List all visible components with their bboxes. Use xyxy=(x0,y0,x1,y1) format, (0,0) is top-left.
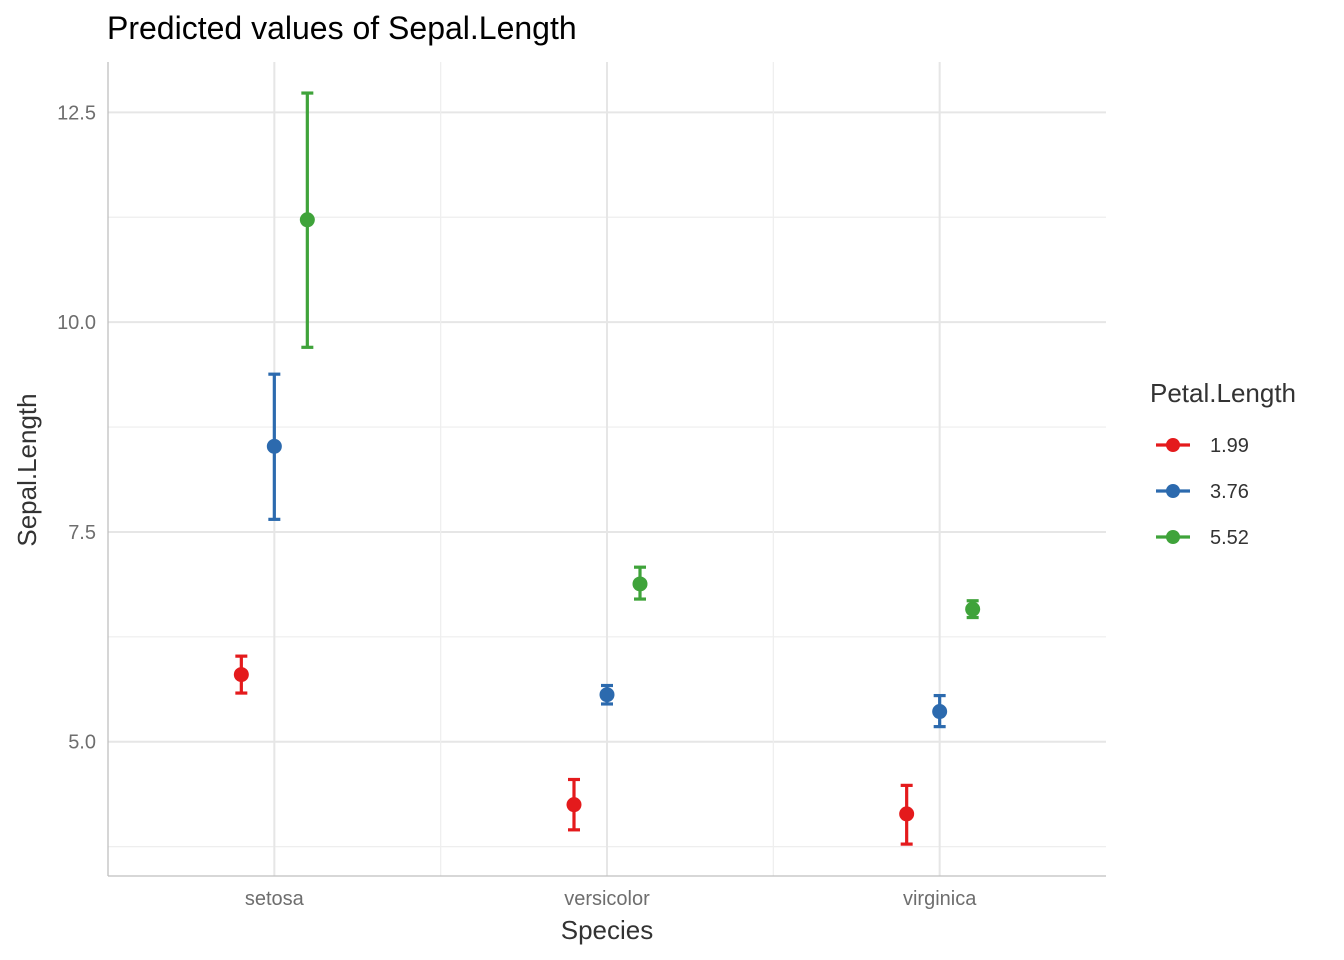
x-axis-title: Species xyxy=(561,915,654,945)
y-tick-label: 5.0 xyxy=(68,732,96,754)
legend-key-point xyxy=(1166,438,1180,452)
legend-label: 3.76 xyxy=(1210,481,1249,503)
y-tick-label: 7.5 xyxy=(68,522,96,544)
legend-item: 3.76 xyxy=(1156,481,1249,503)
legend: Petal.Length 1.99 3.76 5.52 xyxy=(1150,378,1296,549)
y-tick-label: 10.0 xyxy=(57,312,96,334)
data-point xyxy=(266,438,282,454)
x-axis-ticks: setosa versicolor virginica xyxy=(245,888,977,910)
y-axis-title: Sepal.Length xyxy=(12,393,42,546)
data-point xyxy=(566,797,582,813)
series-5.52 xyxy=(299,91,981,620)
data-point xyxy=(299,212,315,228)
legend-item: 1.99 xyxy=(1156,435,1249,457)
x-tick-label: setosa xyxy=(245,888,305,910)
legend-label: 5.52 xyxy=(1210,527,1249,549)
x-tick-label: virginica xyxy=(903,888,977,910)
data-point xyxy=(965,601,981,617)
series-3.76 xyxy=(266,372,948,729)
chart-title: Predicted values of Sepal.Length xyxy=(107,10,577,46)
y-tick-label: 12.5 xyxy=(57,102,96,124)
grid xyxy=(108,62,1106,876)
x-tick-label: versicolor xyxy=(564,888,650,910)
series xyxy=(233,91,981,846)
legend-items: 1.99 3.76 5.52 xyxy=(1156,435,1249,549)
legend-item: 5.52 xyxy=(1156,527,1249,549)
legend-key-point xyxy=(1166,530,1180,544)
legend-title: Petal.Length xyxy=(1150,378,1296,408)
legend-label: 1.99 xyxy=(1210,435,1249,457)
data-point xyxy=(599,687,615,703)
y-axis-ticks: 5.0 7.5 10.0 12.5 xyxy=(57,102,96,753)
legend-key-point xyxy=(1166,484,1180,498)
data-point xyxy=(899,806,915,822)
data-point xyxy=(233,667,249,683)
data-point xyxy=(632,576,648,592)
series-1.99 xyxy=(233,654,915,846)
data-point xyxy=(932,704,948,720)
